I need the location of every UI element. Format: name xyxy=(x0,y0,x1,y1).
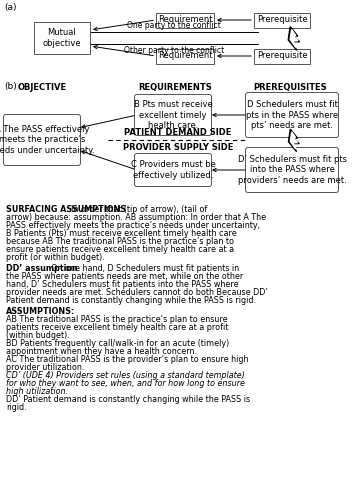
Bar xyxy=(254,48,310,64)
Bar xyxy=(156,12,214,28)
Text: profit (or within budget).: profit (or within budget). xyxy=(6,253,105,262)
Text: appointment when they have a health concern.: appointment when they have a health conc… xyxy=(6,347,197,356)
Text: PASS effectively meets the practice’s needs under uncertainty,: PASS effectively meets the practice’s ne… xyxy=(6,221,260,230)
Text: DD’ Patient demand is constantly changing while the PASS is: DD’ Patient demand is constantly changin… xyxy=(6,395,250,404)
FancyBboxPatch shape xyxy=(135,154,211,186)
Text: Prerequisite: Prerequisite xyxy=(257,52,307,60)
Text: REQUIREMENTS: REQUIREMENTS xyxy=(138,83,212,92)
Text: Requirement: Requirement xyxy=(158,52,212,60)
Bar xyxy=(156,48,214,64)
Text: because AB The traditional PASS is the practice’s plan to: because AB The traditional PASS is the p… xyxy=(6,237,234,246)
Text: patients receive excellent timely health care at a profit: patients receive excellent timely health… xyxy=(6,323,228,332)
Text: BD Patients frequently call/walk-in for an acute (timely): BD Patients frequently call/walk-in for … xyxy=(6,339,229,348)
Text: A The PASS effectively
meets the practice’s
needs under uncertainty.: A The PASS effectively meets the practic… xyxy=(0,125,95,155)
Text: : On one hand, D Schedulers must fit patients in: : On one hand, D Schedulers must fit pat… xyxy=(46,264,239,273)
Text: AC The traditional PASS is the provider’s plan to ensure high: AC The traditional PASS is the provider’… xyxy=(6,355,248,364)
Text: DD’ assumption: DD’ assumption xyxy=(6,264,77,273)
Text: CD’ (UDE 4) Providers set rules (using a standard template): CD’ (UDE 4) Providers set rules (using a… xyxy=(6,371,245,380)
Text: Mutual
objective: Mutual objective xyxy=(43,28,81,48)
Text: AB The traditional PASS is the practice’s plan to ensure: AB The traditional PASS is the practice’… xyxy=(6,315,228,324)
Text: : In order that (tip of arrow), (tail of: : In order that (tip of arrow), (tail of xyxy=(66,205,207,214)
Polygon shape xyxy=(290,132,298,149)
Text: OBJECTIVE: OBJECTIVE xyxy=(17,83,66,92)
Text: PATIENT DEMAND SIDE: PATIENT DEMAND SIDE xyxy=(124,128,232,137)
Text: provider utilization.: provider utilization. xyxy=(6,363,84,372)
Text: D’ Schedulers must fit pts
into the PASS where
providers’ needs are met.: D’ Schedulers must fit pts into the PASS… xyxy=(237,155,347,185)
Text: B Patients (Pts) must receive excellent timely health care: B Patients (Pts) must receive excellent … xyxy=(6,229,237,238)
Text: Patient demand is constantly changing while the PASS is rigid.: Patient demand is constantly changing wh… xyxy=(6,296,256,305)
Text: PREREQUISITES: PREREQUISITES xyxy=(253,83,327,92)
Text: (within budget).: (within budget). xyxy=(6,331,70,340)
Text: rigid.: rigid. xyxy=(6,403,27,412)
Text: (b): (b) xyxy=(4,82,17,91)
Polygon shape xyxy=(288,26,300,50)
Bar xyxy=(34,22,90,54)
FancyBboxPatch shape xyxy=(246,148,338,192)
Text: Prerequisite: Prerequisite xyxy=(257,16,307,24)
FancyBboxPatch shape xyxy=(135,94,211,136)
FancyBboxPatch shape xyxy=(246,92,338,138)
Text: ASSUMPTIONS:: ASSUMPTIONS: xyxy=(6,307,75,316)
Bar xyxy=(254,12,310,28)
Text: arrow) because: assumption. AB assumption: In order that A The: arrow) because: assumption. AB assumptio… xyxy=(6,213,266,222)
Polygon shape xyxy=(290,30,298,48)
Text: (a): (a) xyxy=(4,3,16,12)
Text: provider needs are met. Schedulers cannot do both Because DD’: provider needs are met. Schedulers canno… xyxy=(6,288,268,297)
Text: high utilization.: high utilization. xyxy=(6,387,68,396)
Text: One party to the conflict: One party to the conflict xyxy=(127,21,221,30)
Text: D Schedulers must fit
pts in the PASS where
pts’ needs are met.: D Schedulers must fit pts in the PASS wh… xyxy=(246,100,338,130)
Text: C Providers must be
effectively utilized.: C Providers must be effectively utilized… xyxy=(131,160,215,180)
Text: Other party to the conflict: Other party to the conflict xyxy=(124,46,224,55)
Text: for who they want to see, when, and for how long to ensure: for who they want to see, when, and for … xyxy=(6,379,245,388)
Polygon shape xyxy=(288,129,299,152)
Text: PROVIDER SUPPLY SIDE: PROVIDER SUPPLY SIDE xyxy=(123,143,233,152)
FancyBboxPatch shape xyxy=(4,114,80,166)
Text: Requirement: Requirement xyxy=(158,16,212,24)
Text: B Pts must receive
excellent timely
health care.: B Pts must receive excellent timely heal… xyxy=(134,100,212,130)
Text: SURFACING ASSUMPTIONS: SURFACING ASSUMPTIONS xyxy=(6,205,126,214)
Text: hand, D’ Schedulers must fit patients into the PASS where: hand, D’ Schedulers must fit patients in… xyxy=(6,280,238,289)
Text: the PASS where patients needs are met, while on the other: the PASS where patients needs are met, w… xyxy=(6,272,243,281)
Text: ensure patients receive excellent timely health care at a: ensure patients receive excellent timely… xyxy=(6,245,234,254)
